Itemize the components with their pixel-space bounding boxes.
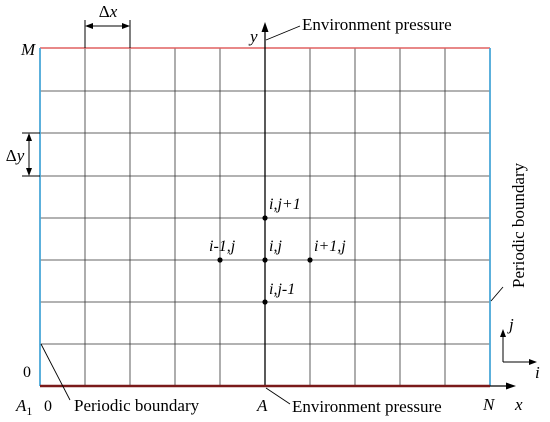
node-center bbox=[262, 257, 268, 263]
env-bottom-label: Environment pressure bbox=[292, 397, 442, 416]
node-down-label: i,j-1 bbox=[269, 281, 295, 298]
i-direction-label: i bbox=[535, 363, 540, 382]
dx-arrow-right bbox=[122, 23, 130, 29]
node-up bbox=[262, 215, 268, 221]
node-center-label: i,j bbox=[269, 238, 282, 255]
j-direction-label: j bbox=[507, 315, 514, 334]
periodic-right-label: Periodic boundary bbox=[509, 162, 528, 288]
node-up-label: i,j+1 bbox=[269, 196, 301, 213]
label-y: y bbox=[248, 27, 258, 46]
dy-dimension bbox=[22, 132, 40, 177]
env-top-label: Environment pressure bbox=[302, 15, 452, 34]
node-right bbox=[307, 257, 313, 263]
label-zero-left: 0 bbox=[23, 364, 31, 381]
env-bottom-leader bbox=[265, 387, 291, 405]
i-direction-arrow bbox=[529, 359, 537, 365]
j-direction-arrow bbox=[500, 329, 506, 337]
node-left-label: i-1,j bbox=[209, 238, 236, 255]
node-left bbox=[217, 257, 223, 263]
x-axis-arrow bbox=[506, 382, 516, 390]
label-N: N bbox=[482, 395, 496, 414]
label-A1: A1 bbox=[15, 396, 32, 418]
y-axis-arrow bbox=[261, 22, 269, 32]
dy-arrow-up bbox=[26, 133, 32, 141]
dy-arrow-down bbox=[26, 168, 32, 176]
dy-label: Δy bbox=[6, 146, 25, 165]
periodic-bottom-leader bbox=[40, 343, 71, 401]
dx-arrow-left bbox=[85, 23, 93, 29]
label-M: M bbox=[20, 40, 36, 59]
label-x: x bbox=[514, 395, 523, 414]
label-zero-bottom: 0 bbox=[44, 398, 52, 415]
dx-dimension bbox=[84, 20, 131, 48]
env-top-leader bbox=[265, 25, 301, 41]
node-right-label: i+1,j bbox=[314, 238, 346, 255]
node-down bbox=[262, 299, 268, 305]
periodic-bottom-label: Periodic boundary bbox=[74, 396, 200, 415]
dx-label: Δx bbox=[99, 2, 118, 21]
periodic-right-leader bbox=[490, 286, 504, 302]
label-A: A bbox=[256, 396, 268, 415]
